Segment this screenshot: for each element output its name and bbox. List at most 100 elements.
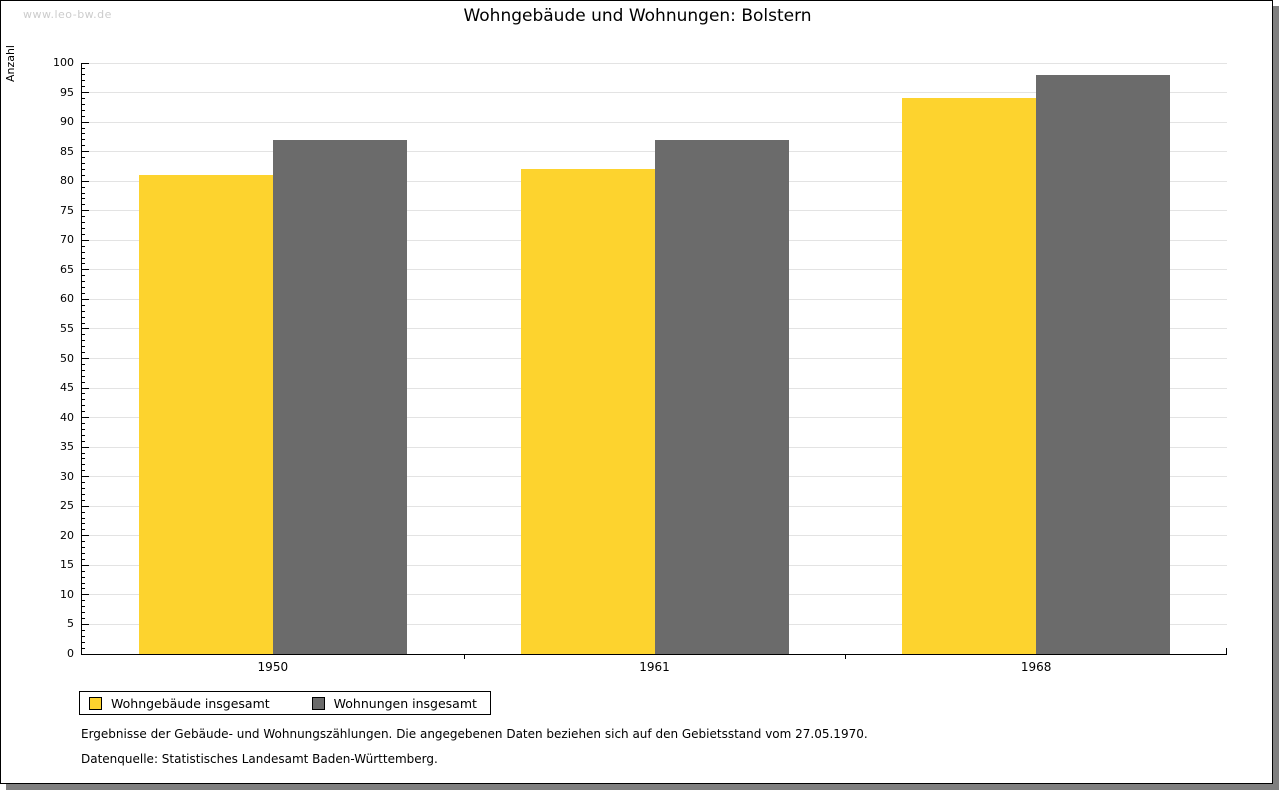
y-tick-minor bbox=[82, 423, 85, 424]
y-tick-minor bbox=[82, 434, 85, 436]
y-tick-minor bbox=[82, 570, 85, 572]
y-tick-major bbox=[82, 92, 89, 94]
y-tick-label: 50 bbox=[60, 351, 74, 365]
y-tick-minor bbox=[82, 541, 85, 543]
y-tick-major bbox=[82, 358, 89, 359]
y-tick-minor bbox=[82, 588, 85, 590]
y-tick-major bbox=[82, 62, 89, 64]
bar-1961-series1 bbox=[654, 139, 789, 654]
y-tick-label: 25 bbox=[60, 499, 74, 513]
y-tick-major bbox=[82, 446, 89, 448]
y-tick-minor bbox=[82, 68, 85, 70]
bar-1950-series0 bbox=[138, 175, 273, 654]
y-tick-label: 65 bbox=[60, 262, 74, 276]
legend: Wohngebäude insgesamt Wohnungen insgesam… bbox=[79, 691, 491, 715]
y-tick-minor bbox=[82, 452, 85, 454]
y-tick-minor bbox=[82, 139, 85, 141]
y-tick-minor bbox=[82, 458, 85, 460]
y-tick-minor bbox=[82, 257, 85, 259]
y-tick-minor bbox=[82, 222, 85, 224]
y-tick-minor bbox=[82, 263, 85, 265]
y-axis-title: Anzahl bbox=[4, 45, 17, 83]
bar-1968-series0 bbox=[902, 98, 1037, 654]
y-tick-minor bbox=[82, 340, 85, 342]
y-tick-minor bbox=[82, 334, 85, 336]
y-tick-minor bbox=[82, 352, 85, 354]
y-tick-label: 55 bbox=[60, 321, 74, 335]
y-tick-major bbox=[82, 564, 89, 566]
y-tick-minor bbox=[82, 346, 85, 348]
y-tick-label: 45 bbox=[60, 381, 74, 395]
y-tick-major bbox=[82, 387, 89, 389]
y-tick-major bbox=[82, 269, 89, 271]
y-tick-major bbox=[82, 535, 89, 537]
y-tick-label: 80 bbox=[60, 174, 74, 188]
y-tick-minor bbox=[82, 647, 85, 649]
y-tick-minor bbox=[82, 80, 85, 82]
y-tick-label: 100 bbox=[53, 56, 74, 69]
legend-label: Wohnungen insgesamt bbox=[333, 695, 477, 711]
y-tick-major bbox=[82, 417, 89, 419]
y-tick-minor bbox=[82, 440, 85, 442]
y-tick-minor bbox=[82, 287, 85, 289]
y-tick-minor bbox=[82, 74, 85, 76]
y-tick-minor bbox=[82, 511, 85, 513]
y-tick-minor bbox=[82, 127, 85, 129]
y-tick-minor bbox=[82, 635, 85, 637]
y-tick-minor bbox=[82, 322, 85, 324]
y-tick-label: 85 bbox=[60, 144, 74, 158]
y-tick-minor bbox=[82, 369, 85, 371]
y-tick-minor bbox=[82, 145, 85, 147]
y-tick-minor bbox=[82, 363, 85, 365]
y-tick-minor bbox=[82, 582, 85, 584]
y-tick-label: 40 bbox=[60, 410, 74, 424]
legend-item-wohnungen: Wohnungen insgesamt bbox=[311, 695, 477, 711]
y-tick-minor bbox=[82, 470, 85, 472]
legend-swatch-gray bbox=[311, 696, 325, 710]
y-tick-minor bbox=[82, 517, 85, 519]
y-tick-minor bbox=[82, 281, 85, 283]
y-tick-label: 70 bbox=[60, 233, 74, 247]
y-tick-minor bbox=[82, 192, 85, 194]
y-tick-minor bbox=[82, 493, 85, 495]
y-tick-major bbox=[82, 180, 89, 182]
y-tick-minor bbox=[82, 275, 85, 277]
y-tick-minor bbox=[82, 523, 85, 525]
y-tick-label: 0 bbox=[67, 647, 74, 660]
y-tick-minor bbox=[82, 245, 85, 247]
y-tick-minor bbox=[82, 310, 85, 312]
x-axis-end-tick bbox=[1226, 648, 1227, 654]
y-tick-minor bbox=[82, 558, 85, 560]
y-tick-minor bbox=[82, 233, 85, 235]
y-tick-minor bbox=[82, 576, 85, 578]
y-tick-minor bbox=[82, 553, 85, 555]
plot-area: 0 5 10 15 20 25 30 35 40 45 50 55 60 65 70 75 80 85 90 95 10… bbox=[53, 57, 1227, 674]
y-tick-minor bbox=[82, 304, 85, 306]
y-tick-minor bbox=[82, 227, 85, 229]
x-tick bbox=[845, 654, 847, 659]
legend-swatch-yellow bbox=[89, 696, 102, 710]
gridline bbox=[82, 62, 1227, 64]
y-tick-major bbox=[82, 476, 89, 478]
y-tick-minor bbox=[82, 641, 85, 643]
watermark: www.leo-bw.de bbox=[23, 8, 112, 21]
y-tick-label: 95 bbox=[60, 85, 74, 99]
footnote-datenquelle: Datenquelle: Statistisches Landesamt Bad… bbox=[81, 752, 438, 766]
y-tick-major bbox=[82, 328, 89, 330]
y-tick-minor bbox=[82, 198, 85, 200]
y-tick-label: 10 bbox=[60, 587, 74, 601]
y-tick-minor bbox=[82, 606, 85, 608]
y-tick-minor bbox=[82, 482, 85, 484]
y-tick-minor bbox=[82, 168, 85, 170]
y-tick-minor bbox=[82, 464, 85, 466]
y-tick-minor bbox=[82, 629, 85, 631]
y-tick-label: 90 bbox=[60, 115, 74, 129]
legend-label: Wohngebäude insgesamt bbox=[111, 695, 270, 711]
y-tick-minor bbox=[82, 612, 85, 614]
y-tick-minor bbox=[82, 97, 85, 99]
y-tick-minor bbox=[82, 529, 85, 531]
y-tick-minor bbox=[82, 411, 85, 413]
gridline bbox=[82, 92, 1227, 94]
y-tick-minor bbox=[82, 133, 85, 135]
